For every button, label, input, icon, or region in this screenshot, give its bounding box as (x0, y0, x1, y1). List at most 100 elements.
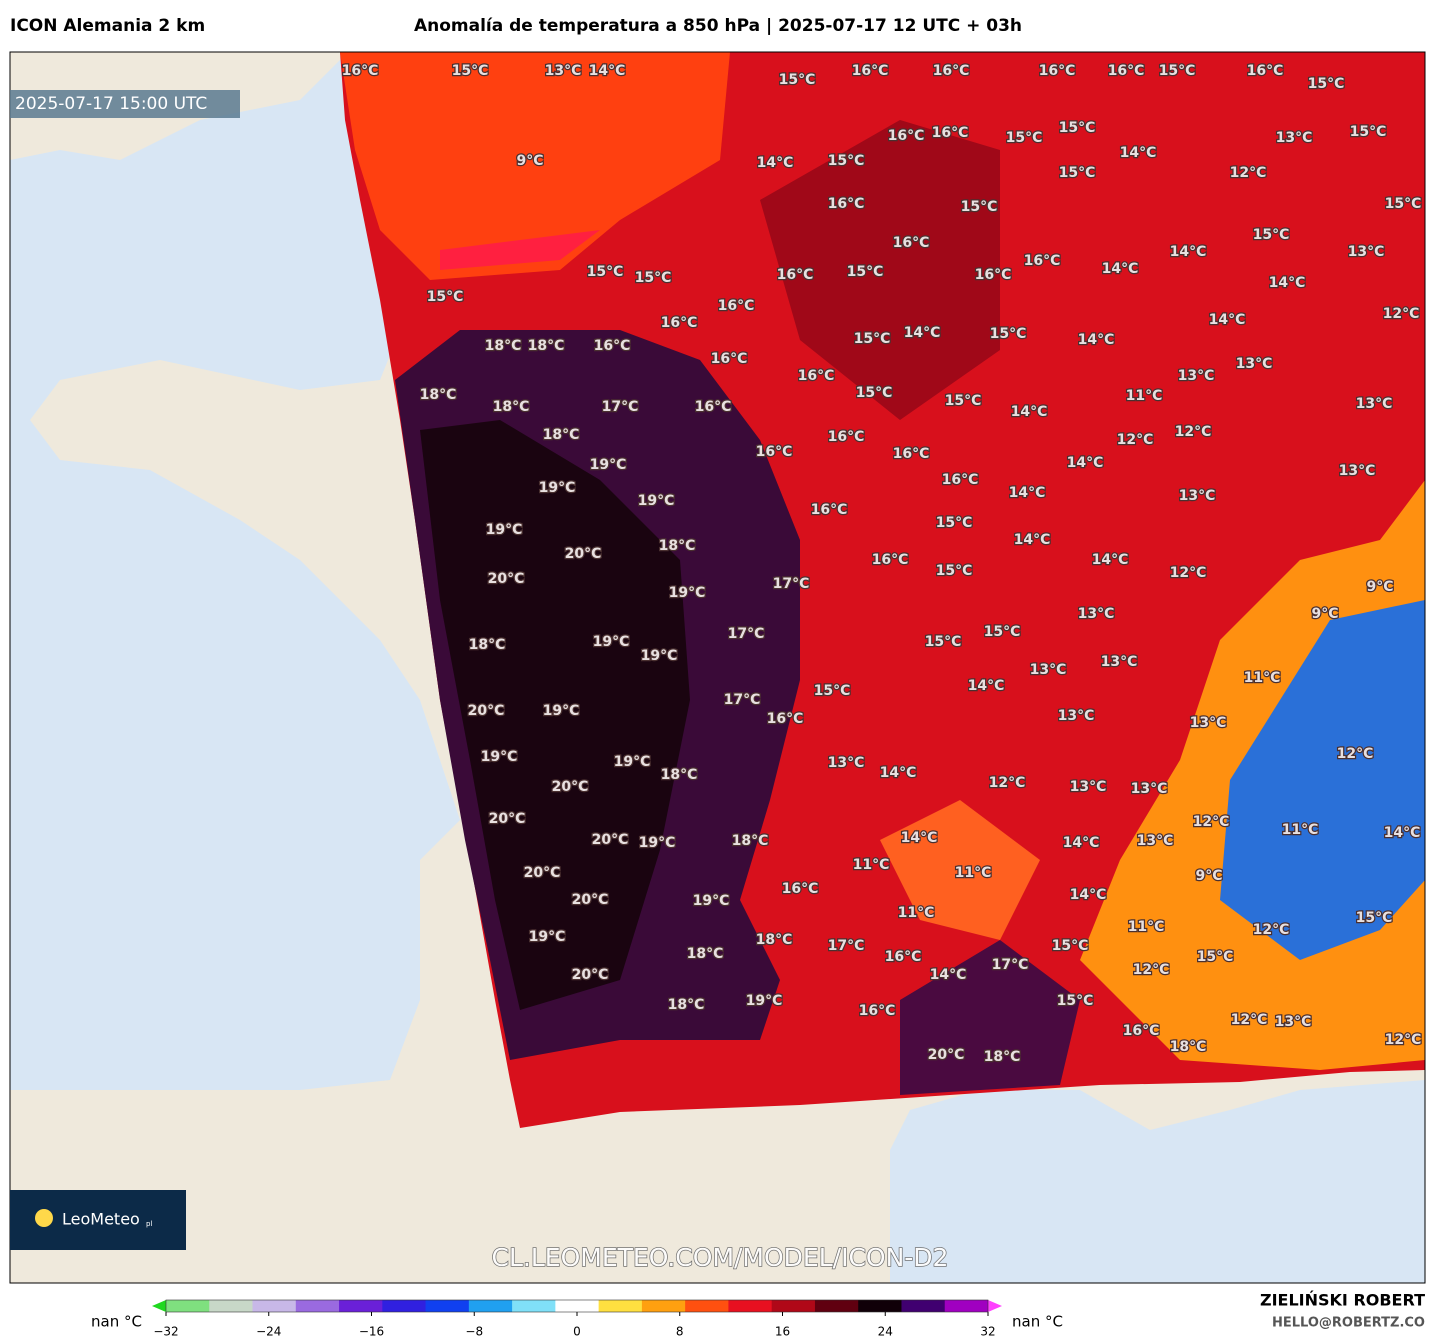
temperature-label: 16°C (756, 444, 793, 460)
temperature-label: 15°C (961, 199, 998, 215)
temperature-label: 19°C (593, 634, 630, 650)
temperature-label: 15°C (1253, 227, 1290, 243)
temperature-label: 11°C (955, 865, 992, 881)
colorbar-segment (598, 1300, 643, 1312)
anomaly-band (440, 230, 600, 270)
temperature-label: 9°C (1366, 579, 1393, 595)
temperature-label: 15°C (936, 563, 973, 579)
colorbar-segment (166, 1300, 210, 1312)
colorbar-tick-label: 32 (980, 1325, 995, 1339)
temperature-label: 16°C (893, 235, 930, 251)
temperature-label: 13°C (1179, 488, 1216, 504)
temperature-label: 11°C (853, 857, 890, 873)
temperature-label: 15°C (1059, 120, 1096, 136)
anomaly-alps-cold (1220, 600, 1425, 960)
temperature-label: 19°C (539, 480, 576, 496)
colorbar-segment (685, 1300, 729, 1312)
colorbar-max-arrow (988, 1300, 1002, 1312)
temperature-label: 15°C (1385, 196, 1422, 212)
temperature-label: 12°C (1231, 1012, 1268, 1028)
temperature-label: 9°C (1195, 868, 1222, 884)
colorbar-min-arrow (152, 1300, 166, 1312)
temperature-label: 16°C (1247, 63, 1284, 79)
author: ZIELIŃSKI ROBERT (1260, 1291, 1425, 1310)
map-frame (9, 51, 1426, 1284)
temperature-label: 15°C (814, 683, 851, 699)
temperature-label: 11°C (1128, 919, 1165, 935)
colorbar-segment (728, 1300, 773, 1312)
title: Anomalía de temperatura a 850 hPa | 2025… (414, 16, 1022, 36)
temperature-label: 14°C (1011, 404, 1048, 420)
temperature-label: 12°C (1383, 306, 1420, 322)
temperature-label: 18°C (732, 833, 769, 849)
map (10, 52, 1425, 1283)
model-name: ICON Alemania 2 km (10, 16, 205, 36)
temperature-label: 15°C (1350, 124, 1387, 140)
colorbar-tick-label: −32 (153, 1325, 178, 1339)
temperature-label: 15°C (427, 289, 464, 305)
temperature-label: 17°C (724, 692, 761, 708)
temperature-label: 14°C (901, 830, 938, 846)
temperature-label: 16°C (798, 368, 835, 384)
temperature-label: 16°C (767, 711, 804, 727)
temperature-label: 20°C (488, 571, 525, 587)
temperature-label: 15°C (1006, 130, 1043, 146)
temperature-label: 18°C (659, 538, 696, 554)
temperature-label: 12°C (1175, 424, 1212, 440)
temperature-label: 14°C (1120, 145, 1157, 161)
temperature-label: 19°C (641, 648, 678, 664)
temperature-label: 11°C (898, 905, 935, 921)
colorbar-segment (641, 1300, 686, 1312)
temperature-label: 14°C (1269, 275, 1306, 291)
temperature-label: 14°C (1014, 532, 1051, 548)
temperature-label: 13°C (1178, 368, 1215, 384)
colorbar-tick-label: 24 (878, 1325, 893, 1339)
temperature-label: 15°C (854, 331, 891, 347)
temperature-label: 15°C (1159, 63, 1196, 79)
temperature-label: 16°C (933, 63, 970, 79)
temperature-label: 19°C (529, 929, 566, 945)
temperature-label: 13°C (1131, 781, 1168, 797)
sea-mediterranean (890, 1080, 1425, 1283)
colorbar-segment (771, 1300, 816, 1312)
temperature-label: 12°C (1337, 746, 1374, 762)
temperature-label: 20°C (565, 546, 602, 562)
temperature-label: 16°C (1123, 1023, 1160, 1039)
temperature-label: 18°C (469, 637, 506, 653)
temperature-label: 17°C (773, 576, 810, 592)
timestamp-box (10, 90, 240, 118)
temperature-label: 15°C (847, 264, 884, 280)
email: HELLO@ROBERTZ.CO (1272, 1316, 1425, 1331)
temperature-label: 14°C (1078, 332, 1115, 348)
temperature-label: 16°C (942, 472, 979, 488)
temperature-label: 19°C (590, 457, 627, 473)
temperature-label: 13°C (828, 755, 865, 771)
temperature-label: 13°C (1101, 654, 1138, 670)
temperature-label: 16°C (695, 399, 732, 415)
temperature-label: 16°C (893, 446, 930, 462)
temperature-label: 17°C (728, 626, 765, 642)
temperature-label: 13°C (1275, 1014, 1312, 1030)
temperature-label: 16°C (1108, 63, 1145, 79)
anomaly-south (900, 940, 1080, 1095)
temperature-label: 20°C (552, 779, 589, 795)
temperature-label: 16°C (1039, 63, 1076, 79)
temperature-label: 16°C (1024, 253, 1061, 269)
temperature-label: 16°C (852, 63, 889, 79)
temperature-label: 18°C (1170, 1039, 1207, 1055)
watermark: CL.LEOMETEO.COM/MODEL/ICON-D2 (492, 1243, 949, 1272)
colorbar-tick-label: 0 (573, 1325, 581, 1339)
temperature-label: 14°C (904, 325, 941, 341)
temperature-label: 13°C (1190, 715, 1227, 731)
colorbar-segment (252, 1300, 297, 1312)
temperature-label: 15°C (925, 634, 962, 650)
temperature-label: 12°C (989, 775, 1026, 791)
temperature-label: 13°C (1058, 708, 1095, 724)
temperature-label: 16°C (718, 298, 755, 314)
temperature-label: 14°C (1209, 312, 1246, 328)
temperature-label: 13°C (1030, 662, 1067, 678)
logo-text: LeoMeteo (62, 1210, 140, 1229)
timestamp: 2025-07-17 15:00 UTC (15, 94, 207, 114)
colorbar-segment (468, 1300, 513, 1312)
anomaly-warm-channel (340, 52, 730, 280)
